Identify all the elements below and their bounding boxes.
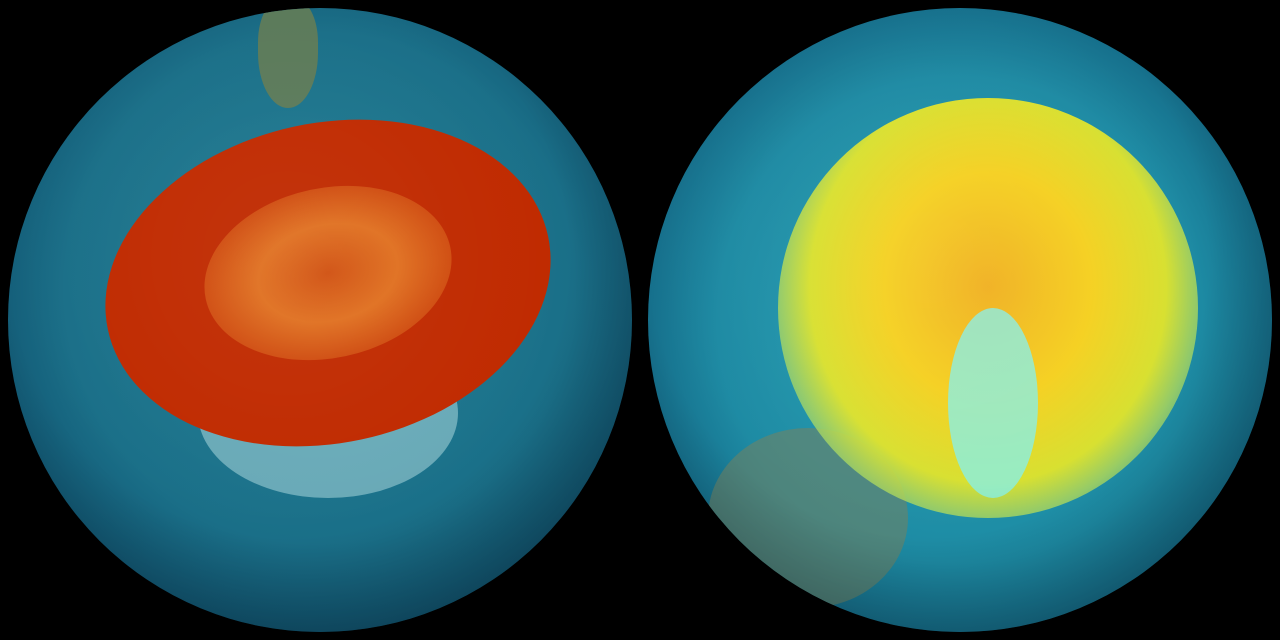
globe-shading bbox=[8, 8, 632, 632]
south-america-land bbox=[258, 8, 318, 108]
northern-hemisphere-globe bbox=[648, 8, 1272, 632]
globe-shading bbox=[648, 8, 1272, 632]
greenland-ice bbox=[948, 308, 1038, 498]
southern-hemisphere-globe bbox=[8, 8, 632, 632]
